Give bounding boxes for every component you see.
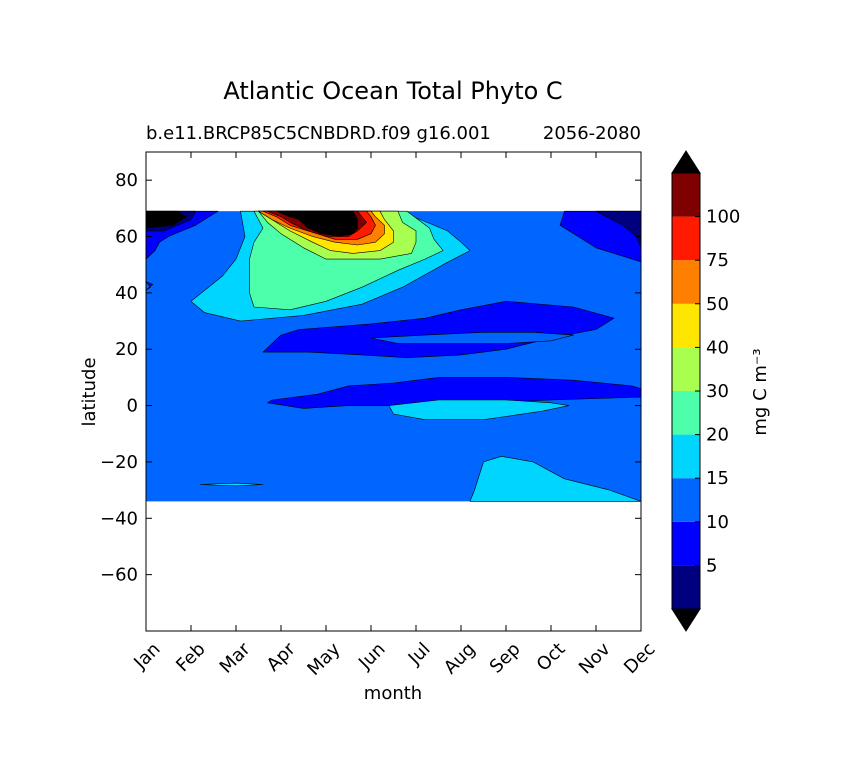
plot-area xyxy=(145,151,642,632)
chart-subtitle-right: 2056-2080 xyxy=(543,123,641,144)
contour-fills xyxy=(146,210,641,502)
chart-subtitle-left: b.e11.BRCP85C5CNBDRD.f09 g16.001 xyxy=(146,123,491,144)
x-tick-label: Oct xyxy=(533,639,570,676)
x-tick-label: May xyxy=(303,638,344,679)
colorbar-extend-under xyxy=(671,608,701,632)
contour-region-eq-lens xyxy=(388,399,570,421)
y-tick-label: 60 xyxy=(115,227,138,248)
colorbar-tick-label: 10 xyxy=(706,512,729,533)
contour-region-west-dip xyxy=(146,281,154,291)
y-tick-label: −20 xyxy=(100,452,138,473)
y-axis-label: latitude xyxy=(79,357,100,426)
x-tick-label: Mar xyxy=(216,638,255,677)
colorbar-tick-label: 15 xyxy=(706,468,729,489)
y-tick-label: 20 xyxy=(115,339,138,360)
colorbar-swatch xyxy=(672,521,700,566)
contour-region-band-eq xyxy=(267,377,641,409)
colorbar-tick-label: 30 xyxy=(706,381,729,402)
contour-region-north-cap-west-black xyxy=(146,210,187,229)
colorbar-tick-label: 50 xyxy=(706,294,729,315)
colorbar-swatch xyxy=(672,391,700,435)
contour-region-south-patch xyxy=(469,455,641,502)
colorbar-tick-label: 20 xyxy=(706,425,729,446)
colorbar-swatch xyxy=(672,565,700,609)
colorbar-swatch xyxy=(672,216,700,261)
x-axis-label: month xyxy=(364,683,422,704)
contour-region-band-30N xyxy=(262,300,615,359)
x-tick-label: Sep xyxy=(486,639,525,678)
y-axis: 80 60 40 20 0 −20 −40 −60 xyxy=(100,170,641,586)
x-tick-label: Nov xyxy=(575,638,615,678)
colorbar: 5 10 15 20 30 40 50 75 100 xyxy=(671,150,740,632)
contour-region-north-cap-east-dark xyxy=(595,210,641,249)
contour-region-band-30N-gap xyxy=(370,331,574,344)
colorbar-tick-label: 75 xyxy=(706,250,729,271)
y-tick-label: −60 xyxy=(100,565,138,586)
colorbar-swatch xyxy=(672,173,700,217)
chart-title: Atlantic Ocean Total Phyto C xyxy=(223,77,562,105)
y-tick-label: 0 xyxy=(127,396,138,417)
colorbar-swatch xyxy=(672,260,700,304)
y-tick-label: −40 xyxy=(100,508,138,529)
colorbar-swatch xyxy=(672,434,700,479)
colorbar-swatch xyxy=(672,347,700,391)
x-tick-label: Jul xyxy=(404,639,435,670)
colorbar-extend-over xyxy=(671,150,701,174)
colorbar-tick-label: 100 xyxy=(706,207,740,228)
x-tick-label: Jan xyxy=(129,639,164,674)
x-tick-label: Apr xyxy=(263,638,300,675)
colorbar-tick-label: 40 xyxy=(706,337,729,358)
x-tick-label: Jun xyxy=(354,639,389,674)
colorbar-tick-label: 5 xyxy=(706,555,717,576)
colorbar-swatch xyxy=(672,478,700,522)
contour-region-bloom-over xyxy=(276,210,358,237)
plot-frame xyxy=(145,151,642,632)
y-tick-label: 80 xyxy=(115,170,138,191)
x-tick-label: Aug xyxy=(440,639,480,679)
contour-region-south-sliver xyxy=(199,482,264,487)
colorbar-label: mg C m⁻³ xyxy=(750,348,771,435)
y-tick-label: 40 xyxy=(115,283,138,304)
colorbar-swatch xyxy=(672,303,700,348)
x-tick-label: Dec xyxy=(620,639,659,678)
x-tick-label: Feb xyxy=(172,639,209,676)
